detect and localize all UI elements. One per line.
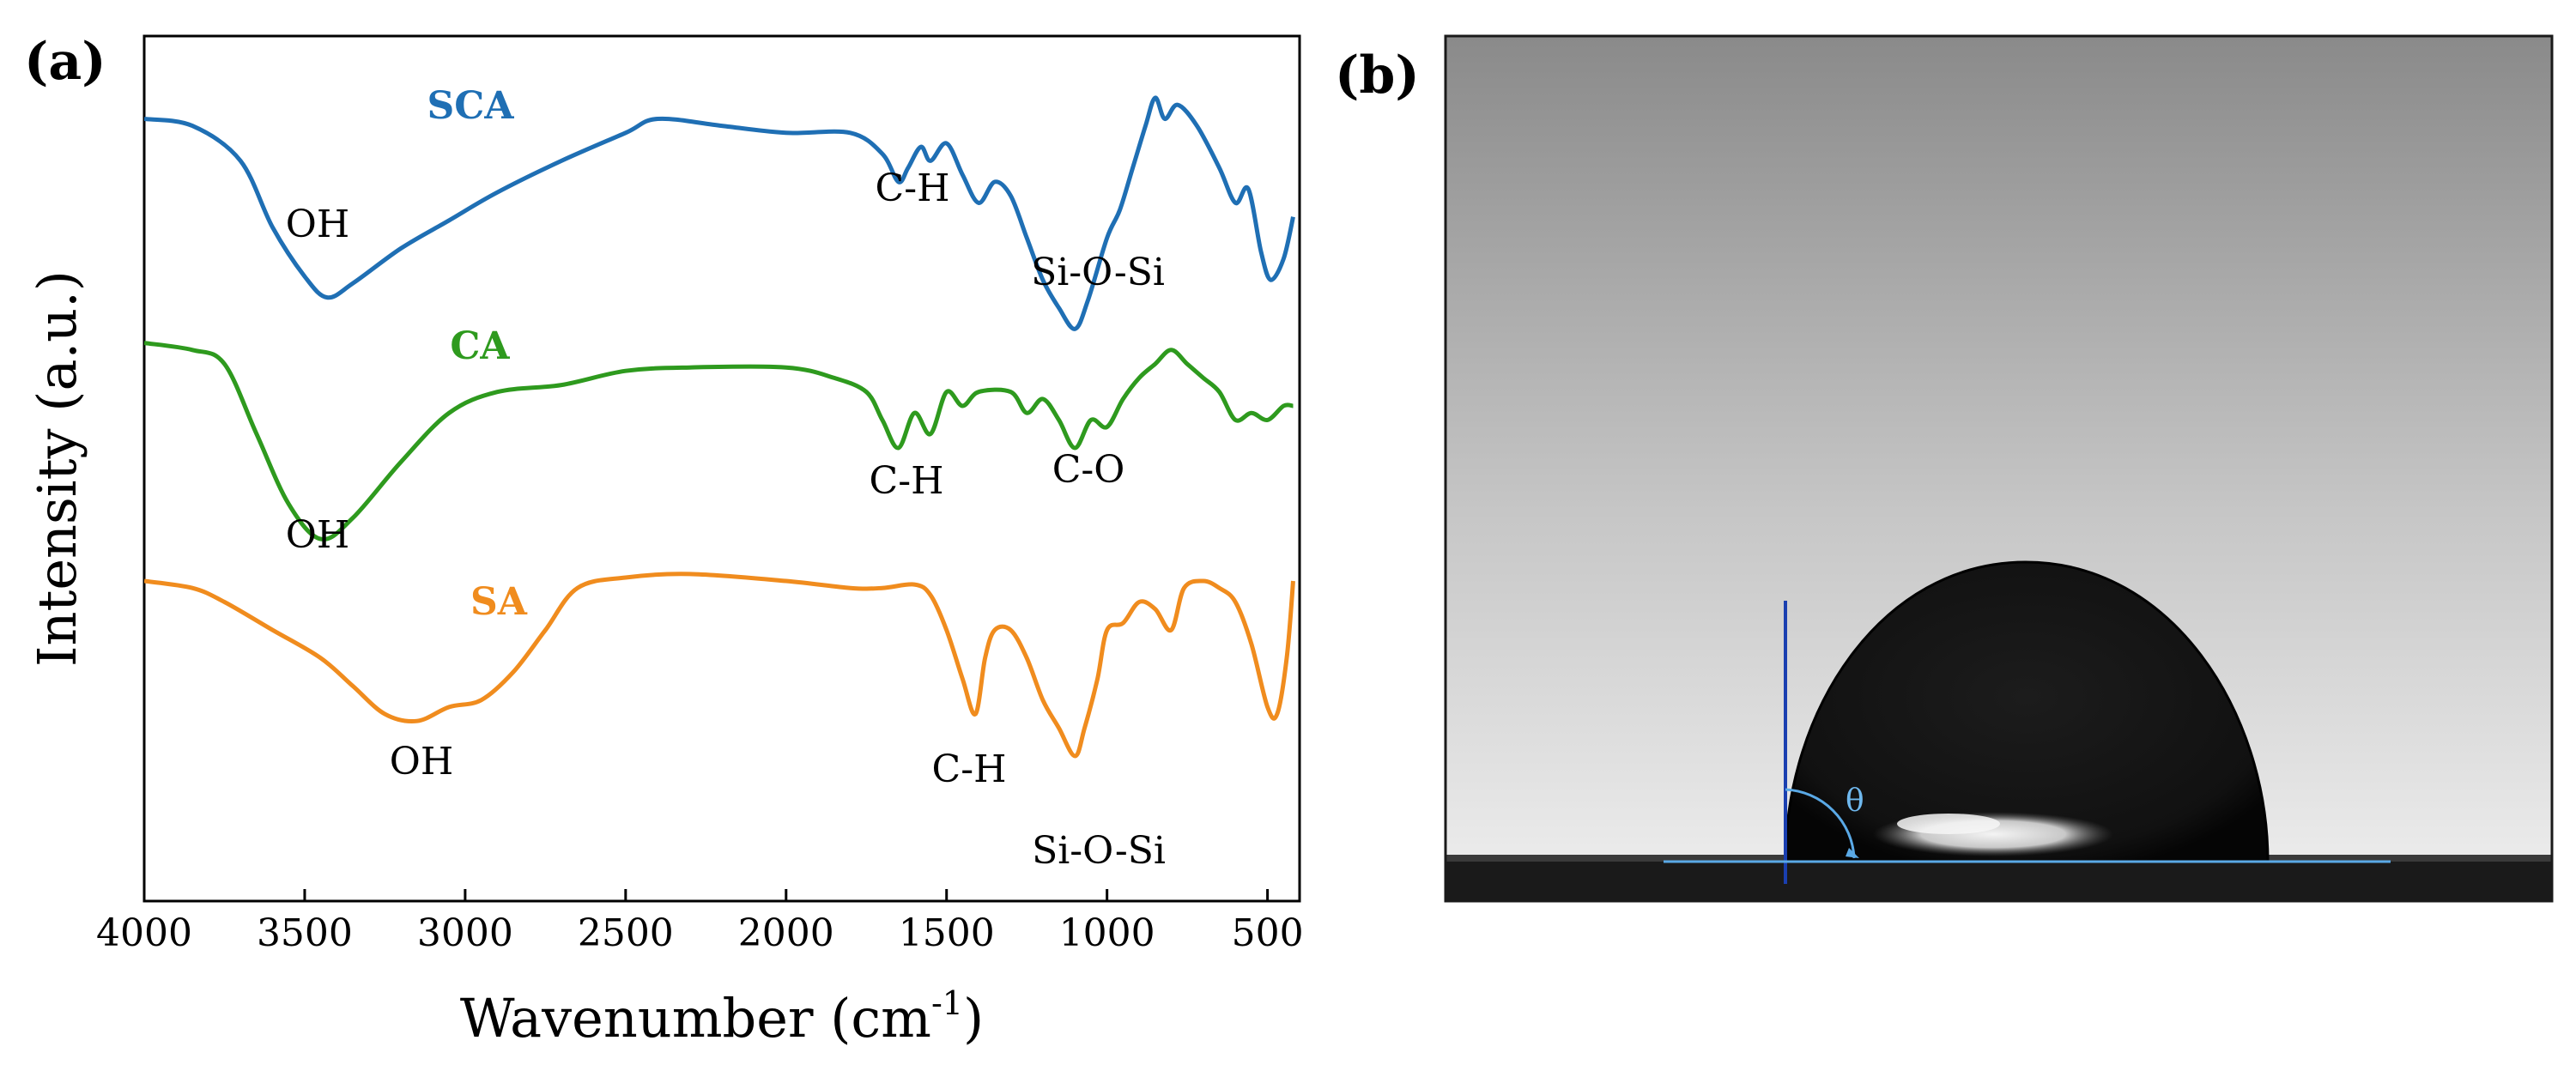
- series-label-sca: SCA: [427, 84, 515, 128]
- annotation-ca-ch: C-H: [870, 459, 944, 503]
- panel-a-label: (a): [24, 32, 106, 92]
- x-tick-label: 1000: [1059, 911, 1155, 955]
- series-line-ca: [144, 341, 1294, 542]
- series-line-sa: [144, 572, 1295, 759]
- series-lines: [144, 95, 1295, 759]
- x-axis-label: Wavenumber (cm-1): [460, 984, 984, 1050]
- annotation-ca-co: C-O: [1052, 448, 1125, 492]
- contact-angle-symbol: θ: [1846, 784, 1864, 819]
- x-tick-label: 4000: [96, 911, 192, 955]
- annotation-sca-sioisi: Si-O-Si: [1031, 251, 1165, 294]
- annotation-sca-oh: OH: [286, 203, 349, 246]
- ftir-chart: 4000 3500 3000 2500 2000 1500 1000 500 Intensit…: [26, 34, 1304, 1050]
- y-axis-label: Intensity (a.u.): [26, 270, 88, 667]
- series-line-sca: [144, 95, 1295, 331]
- plot-frame: [142, 34, 1301, 903]
- x-tick-label: 3000: [417, 911, 513, 955]
- series-label-sa: SA: [470, 580, 528, 624]
- x-tick-label: 2000: [738, 911, 834, 955]
- x-tick-label: 2500: [578, 911, 674, 955]
- contact-angle-arrow-icon: [1846, 848, 1859, 858]
- contact-angle-photo: θ: [1446, 36, 2552, 901]
- x-tick-label: 1500: [899, 911, 995, 955]
- contact-angle-arc: [1785, 788, 1856, 859]
- series-label-ca: CA: [450, 324, 510, 368]
- substrate: [1446, 858, 2552, 901]
- x-tick-label: 3500: [257, 911, 353, 955]
- annotation-sa-oh: OH: [390, 740, 453, 784]
- x-tick-label: 500: [1232, 911, 1304, 955]
- panel-b-label: (b): [1335, 45, 1420, 106]
- annotation-sa-ch: C-H: [932, 747, 1007, 791]
- droplet-reflection-highlight: [1897, 814, 2000, 834]
- annotation-sca-ch: C-H: [876, 166, 950, 210]
- photo-frame: [1444, 34, 2554, 903]
- x-axis-label-superscript: -1: [931, 984, 963, 1022]
- water-droplet: [1784, 560, 2270, 863]
- annotation-sa-sioisi: Si-O-Si: [1032, 829, 1166, 873]
- annotation-ca-oh: OH: [286, 513, 349, 557]
- x-axis-ticks: 4000 3500 3000 2500 2000 1500 1000 500: [96, 889, 1304, 955]
